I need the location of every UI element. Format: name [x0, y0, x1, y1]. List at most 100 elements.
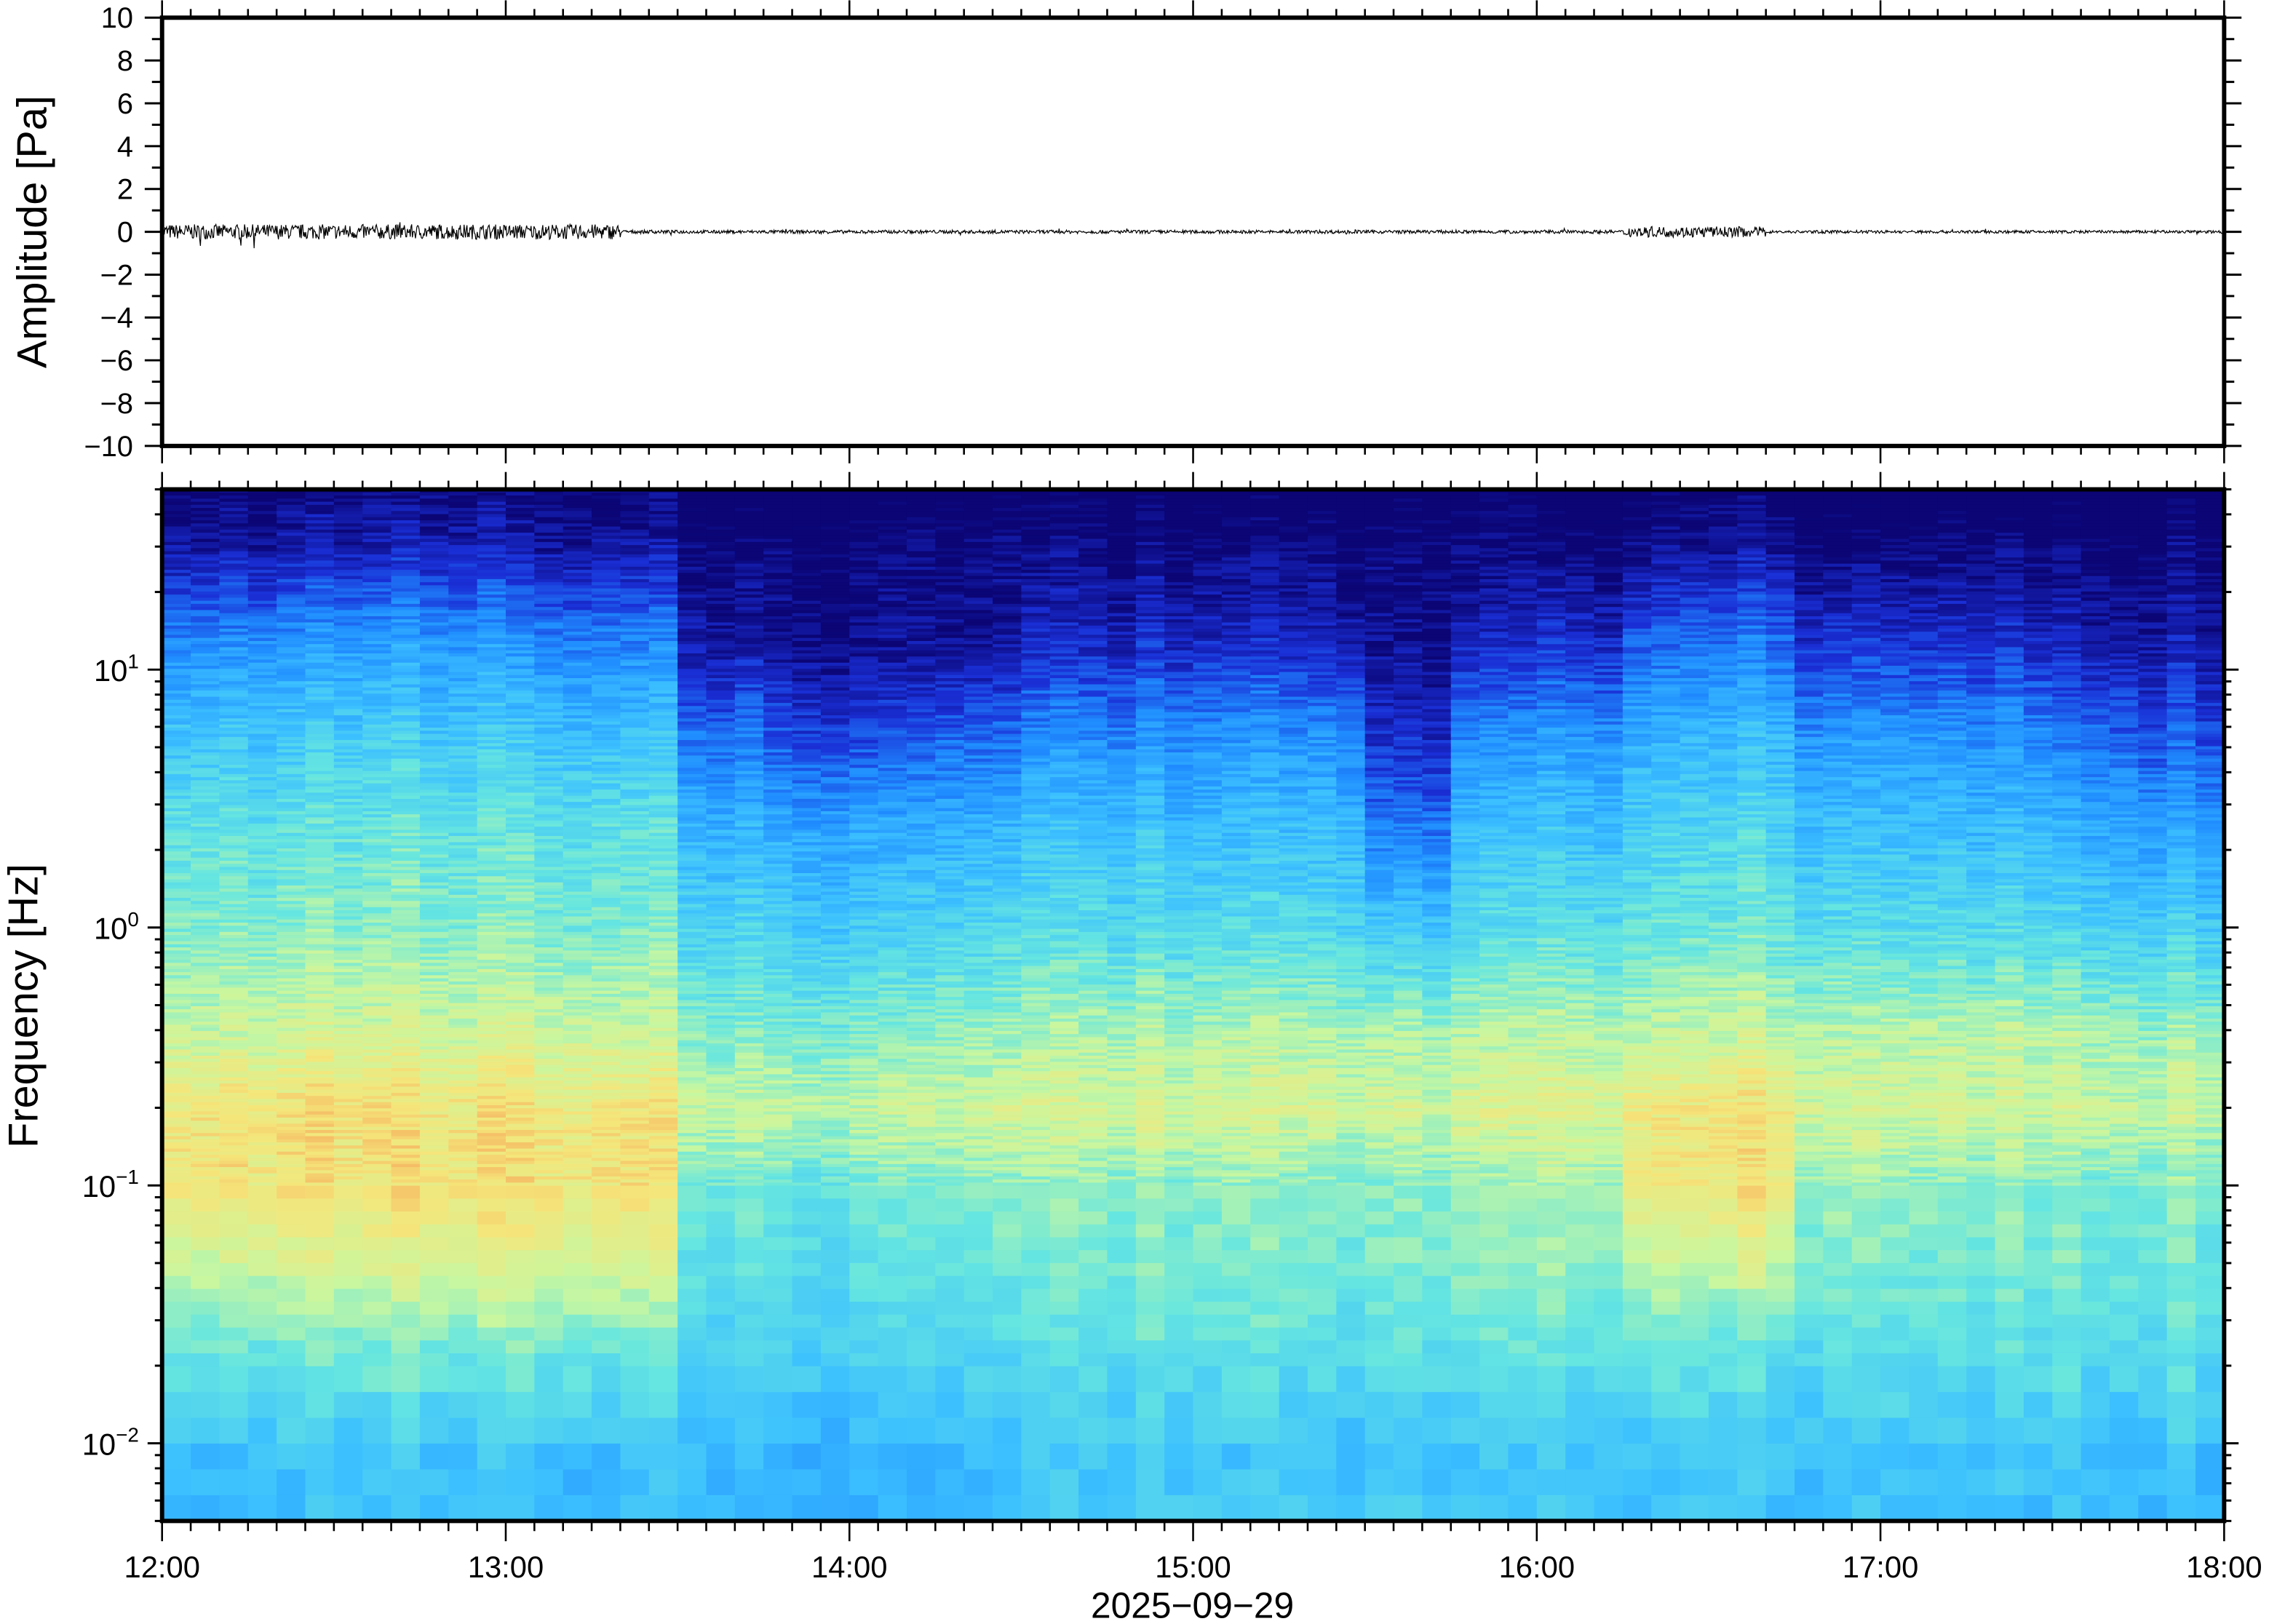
spectrogram-cell — [219, 1155, 249, 1159]
spectrogram-cell — [505, 1102, 536, 1106]
spectrogram-cell — [477, 647, 506, 651]
spectrogram-cell — [391, 1417, 421, 1444]
spectrogram-cell — [391, 520, 421, 525]
spectrogram-cell — [419, 879, 450, 883]
spectrogram-cell — [534, 771, 564, 775]
spectrogram-cell — [391, 669, 421, 673]
spectrogram-cell — [505, 773, 536, 778]
spectrogram-cell — [191, 687, 220, 691]
spectrogram-cell — [333, 798, 363, 803]
spectrogram-cell — [362, 805, 392, 809]
spectrogram-cell — [534, 761, 564, 765]
spectrogram-cell — [277, 495, 306, 500]
spectrogram-cell — [362, 963, 392, 967]
spectrogram-cell — [505, 1104, 536, 1110]
spectrogram-cell — [219, 780, 249, 784]
spectrogram-cell — [305, 607, 335, 611]
spectrogram-cell — [477, 783, 506, 787]
spectrogram-cell — [305, 851, 335, 856]
spectrogram-cell — [277, 684, 306, 688]
spectrogram-cell — [477, 960, 506, 964]
spectrogram-cell — [191, 1083, 220, 1088]
spectrogram-cell — [505, 1083, 536, 1088]
spectrogram-cell — [162, 1136, 191, 1140]
spectrogram-cell — [648, 1237, 678, 1251]
spectrogram-cell — [419, 715, 450, 720]
spectrogram-cell — [391, 576, 421, 580]
spectrogram-cell — [419, 588, 450, 592]
spectrogram-cell — [362, 885, 392, 890]
spectrogram-cell — [305, 916, 335, 920]
spectrogram-cell — [277, 1030, 306, 1035]
spectrogram-cell — [162, 1111, 191, 1115]
spectrogram-cell — [419, 681, 450, 685]
spectrogram-cell — [391, 963, 421, 967]
spectrogram-cell — [505, 1145, 536, 1150]
spectrogram-cell — [333, 829, 363, 834]
spectrogram-cell — [333, 984, 363, 989]
spectrogram-cell — [362, 733, 392, 738]
spectrogram-cell — [333, 1392, 363, 1419]
spectrogram-cell — [477, 761, 506, 765]
spectrogram-cell — [419, 839, 450, 843]
spectrogram-cell — [191, 872, 220, 877]
spectrogram-cell — [191, 607, 220, 611]
spectrogram-cell — [162, 1444, 191, 1470]
spectrogram-cell — [534, 1392, 564, 1419]
spectrogram-cell — [219, 879, 249, 883]
spectrogram-cell — [477, 541, 506, 546]
spectrogram-cell — [477, 1224, 506, 1238]
spectrogram-cell — [419, 1083, 450, 1088]
spectrogram-cell — [247, 1077, 277, 1081]
spectrogram-cell — [305, 950, 335, 955]
spectrogram-cell — [391, 644, 421, 648]
spectrogram-cell — [563, 1314, 592, 1329]
spectrogram-cell — [419, 1015, 450, 1019]
spectrogram-cell — [333, 997, 363, 1001]
spectrogram-cell — [219, 1027, 249, 1032]
spectrogram-cell — [247, 696, 277, 701]
spectrogram-cell — [305, 659, 335, 664]
spectrogram-cell — [247, 495, 277, 500]
spectrogram-cell — [277, 678, 306, 682]
spectrogram-cell — [277, 1043, 306, 1047]
spectrogram-cell — [477, 1275, 506, 1290]
spectrogram-cell — [505, 950, 536, 955]
spectrogram-cell — [477, 1123, 506, 1128]
spectrogram-cell — [191, 498, 220, 503]
spectrogram-cell — [419, 944, 450, 948]
spectrogram-cell — [333, 1136, 363, 1140]
spectrogram-cell — [191, 1121, 220, 1125]
spectrogram-cell — [333, 1211, 363, 1225]
spectrogram-cell — [362, 882, 392, 886]
spectrogram-cell — [362, 1067, 392, 1072]
spectrogram-cell — [305, 864, 335, 868]
spectrogram-cell — [477, 898, 506, 902]
spectrogram-cell — [419, 1118, 450, 1122]
spectrogram-cell — [477, 1136, 506, 1140]
spectrogram-cell — [277, 1167, 306, 1171]
spectrogram-cell — [448, 526, 478, 530]
spectrogram-cell — [505, 789, 536, 794]
spectrogram-cell — [477, 662, 506, 666]
spectrogram-cell — [477, 1037, 506, 1041]
spectrogram-cell — [448, 829, 478, 834]
spectrogram-cell — [477, 832, 506, 837]
spectrogram-cell — [333, 768, 363, 772]
spectrogram-cell — [419, 1049, 450, 1054]
spectrogram-cell — [362, 644, 392, 648]
spectrogram-cell — [162, 798, 191, 803]
spectrogram-cell — [277, 576, 306, 580]
spectrogram-cell — [391, 832, 421, 837]
spectrogram-cell — [219, 907, 249, 911]
spectrogram-cell — [219, 835, 249, 840]
spectrogram-cell — [477, 578, 506, 583]
spectrogram-cell — [505, 1067, 536, 1072]
spectrogram-cell — [477, 607, 506, 611]
spectrogram-cell — [219, 672, 249, 676]
spectrogram-cell — [333, 541, 363, 546]
spectrogram-cell — [362, 715, 392, 720]
spectrogram-cell — [419, 554, 450, 558]
spectrogram-cell — [162, 637, 191, 642]
spectrogram-cell — [191, 919, 220, 923]
